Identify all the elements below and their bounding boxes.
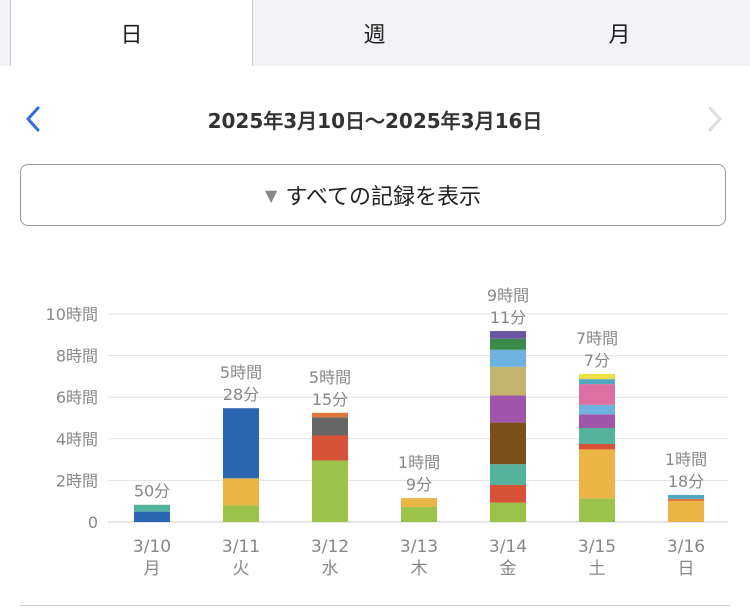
bar-segment bbox=[401, 498, 437, 508]
tab-week[interactable]: 週 bbox=[363, 23, 386, 48]
y-tick-label: 0 bbox=[88, 513, 98, 532]
x-tick-weekday: 日 bbox=[678, 559, 695, 579]
bar-total-label: 7時間 bbox=[576, 329, 618, 348]
bar-segment bbox=[579, 498, 615, 522]
bar-total-label: 1時間 bbox=[398, 453, 440, 472]
bar-segment bbox=[312, 460, 348, 522]
chevron-left-icon[interactable] bbox=[18, 96, 48, 142]
x-tick-date: 3/13 bbox=[400, 537, 438, 557]
period-tabs: 日 週 月 bbox=[0, 0, 750, 66]
bar-total-label: 18分 bbox=[668, 472, 704, 491]
bar-segment bbox=[579, 444, 615, 450]
bar-segment bbox=[490, 395, 526, 423]
bar-segment bbox=[223, 408, 259, 479]
date-range-label: 2025年3月10日〜2025年3月16日 bbox=[207, 108, 543, 133]
show-all-records-button[interactable]: ▼ すべての記録を表示 bbox=[20, 164, 726, 226]
bar-segment bbox=[579, 449, 615, 499]
bar-total-label: 50分 bbox=[134, 482, 170, 501]
show-all-records-label: すべての記録を表示 bbox=[285, 185, 481, 210]
bar-segment bbox=[579, 427, 615, 444]
bar-segment bbox=[490, 484, 526, 503]
x-tick-date: 3/10 bbox=[133, 537, 171, 557]
x-tick-weekday: 火 bbox=[233, 559, 250, 579]
bar-segment bbox=[223, 505, 259, 522]
x-tick-weekday: 土 bbox=[589, 559, 606, 579]
bar-total-label: 11分 bbox=[490, 308, 526, 327]
bar-segment bbox=[490, 502, 526, 522]
bar-segment bbox=[579, 384, 615, 405]
x-tick-weekday: 水 bbox=[322, 559, 339, 579]
bar-segment bbox=[134, 504, 170, 512]
bar-total-label: 5時間 bbox=[309, 368, 351, 387]
bar-segment bbox=[579, 404, 615, 415]
bar-segment bbox=[490, 366, 526, 396]
bar-segment bbox=[668, 494, 704, 499]
bar-segment bbox=[668, 501, 704, 522]
x-tick-date: 3/11 bbox=[222, 537, 260, 557]
triangle-down-icon: ▼ bbox=[265, 185, 278, 205]
bar-segment bbox=[490, 331, 526, 339]
x-tick-date: 3/12 bbox=[311, 537, 349, 557]
y-tick-label: 6時間 bbox=[56, 388, 98, 407]
bar-total-label: 28分 bbox=[223, 385, 259, 404]
y-tick-label: 2時間 bbox=[56, 471, 98, 490]
bar-segment bbox=[579, 379, 615, 385]
bar-segment bbox=[312, 412, 348, 418]
bar-segment bbox=[579, 414, 615, 428]
chevron-right-icon[interactable] bbox=[700, 96, 730, 142]
y-tick-label: 10時間 bbox=[46, 305, 98, 324]
bar-segment bbox=[401, 507, 437, 522]
divider bbox=[20, 605, 730, 606]
bar-segment bbox=[490, 422, 526, 465]
bar-segment bbox=[312, 435, 348, 461]
bar-segment bbox=[579, 373, 615, 380]
y-tick-label: 8時間 bbox=[56, 347, 98, 366]
bar-segment bbox=[134, 511, 170, 522]
y-tick-label: 4時間 bbox=[56, 430, 98, 449]
x-tick-weekday: 木 bbox=[411, 559, 428, 579]
bar-segment bbox=[668, 498, 704, 502]
bar-segment bbox=[223, 478, 259, 506]
bar-total-label: 7分 bbox=[584, 351, 610, 370]
x-tick-weekday: 月 bbox=[144, 559, 161, 579]
bar-total-label: 9時間 bbox=[487, 286, 529, 305]
bar-segment bbox=[312, 417, 348, 436]
bar-total-label: 9分 bbox=[406, 475, 432, 494]
bar-total-label: 1時間 bbox=[665, 450, 707, 469]
x-tick-date: 3/15 bbox=[578, 537, 616, 557]
bar-segment bbox=[490, 464, 526, 485]
bar-total-label: 15分 bbox=[312, 390, 348, 409]
x-tick-date: 3/16 bbox=[667, 537, 705, 557]
bar-total-label: 5時間 bbox=[220, 363, 262, 382]
x-tick-date: 3/14 bbox=[489, 537, 527, 557]
x-tick-weekday: 金 bbox=[500, 559, 517, 579]
bar-segment bbox=[490, 338, 526, 350]
tab-month[interactable]: 月 bbox=[608, 23, 631, 48]
tab-day[interactable]: 日 bbox=[10, 0, 253, 66]
date-range-nav: 2025年3月10日〜2025年3月16日 bbox=[0, 96, 750, 142]
bar-segment bbox=[490, 349, 526, 367]
